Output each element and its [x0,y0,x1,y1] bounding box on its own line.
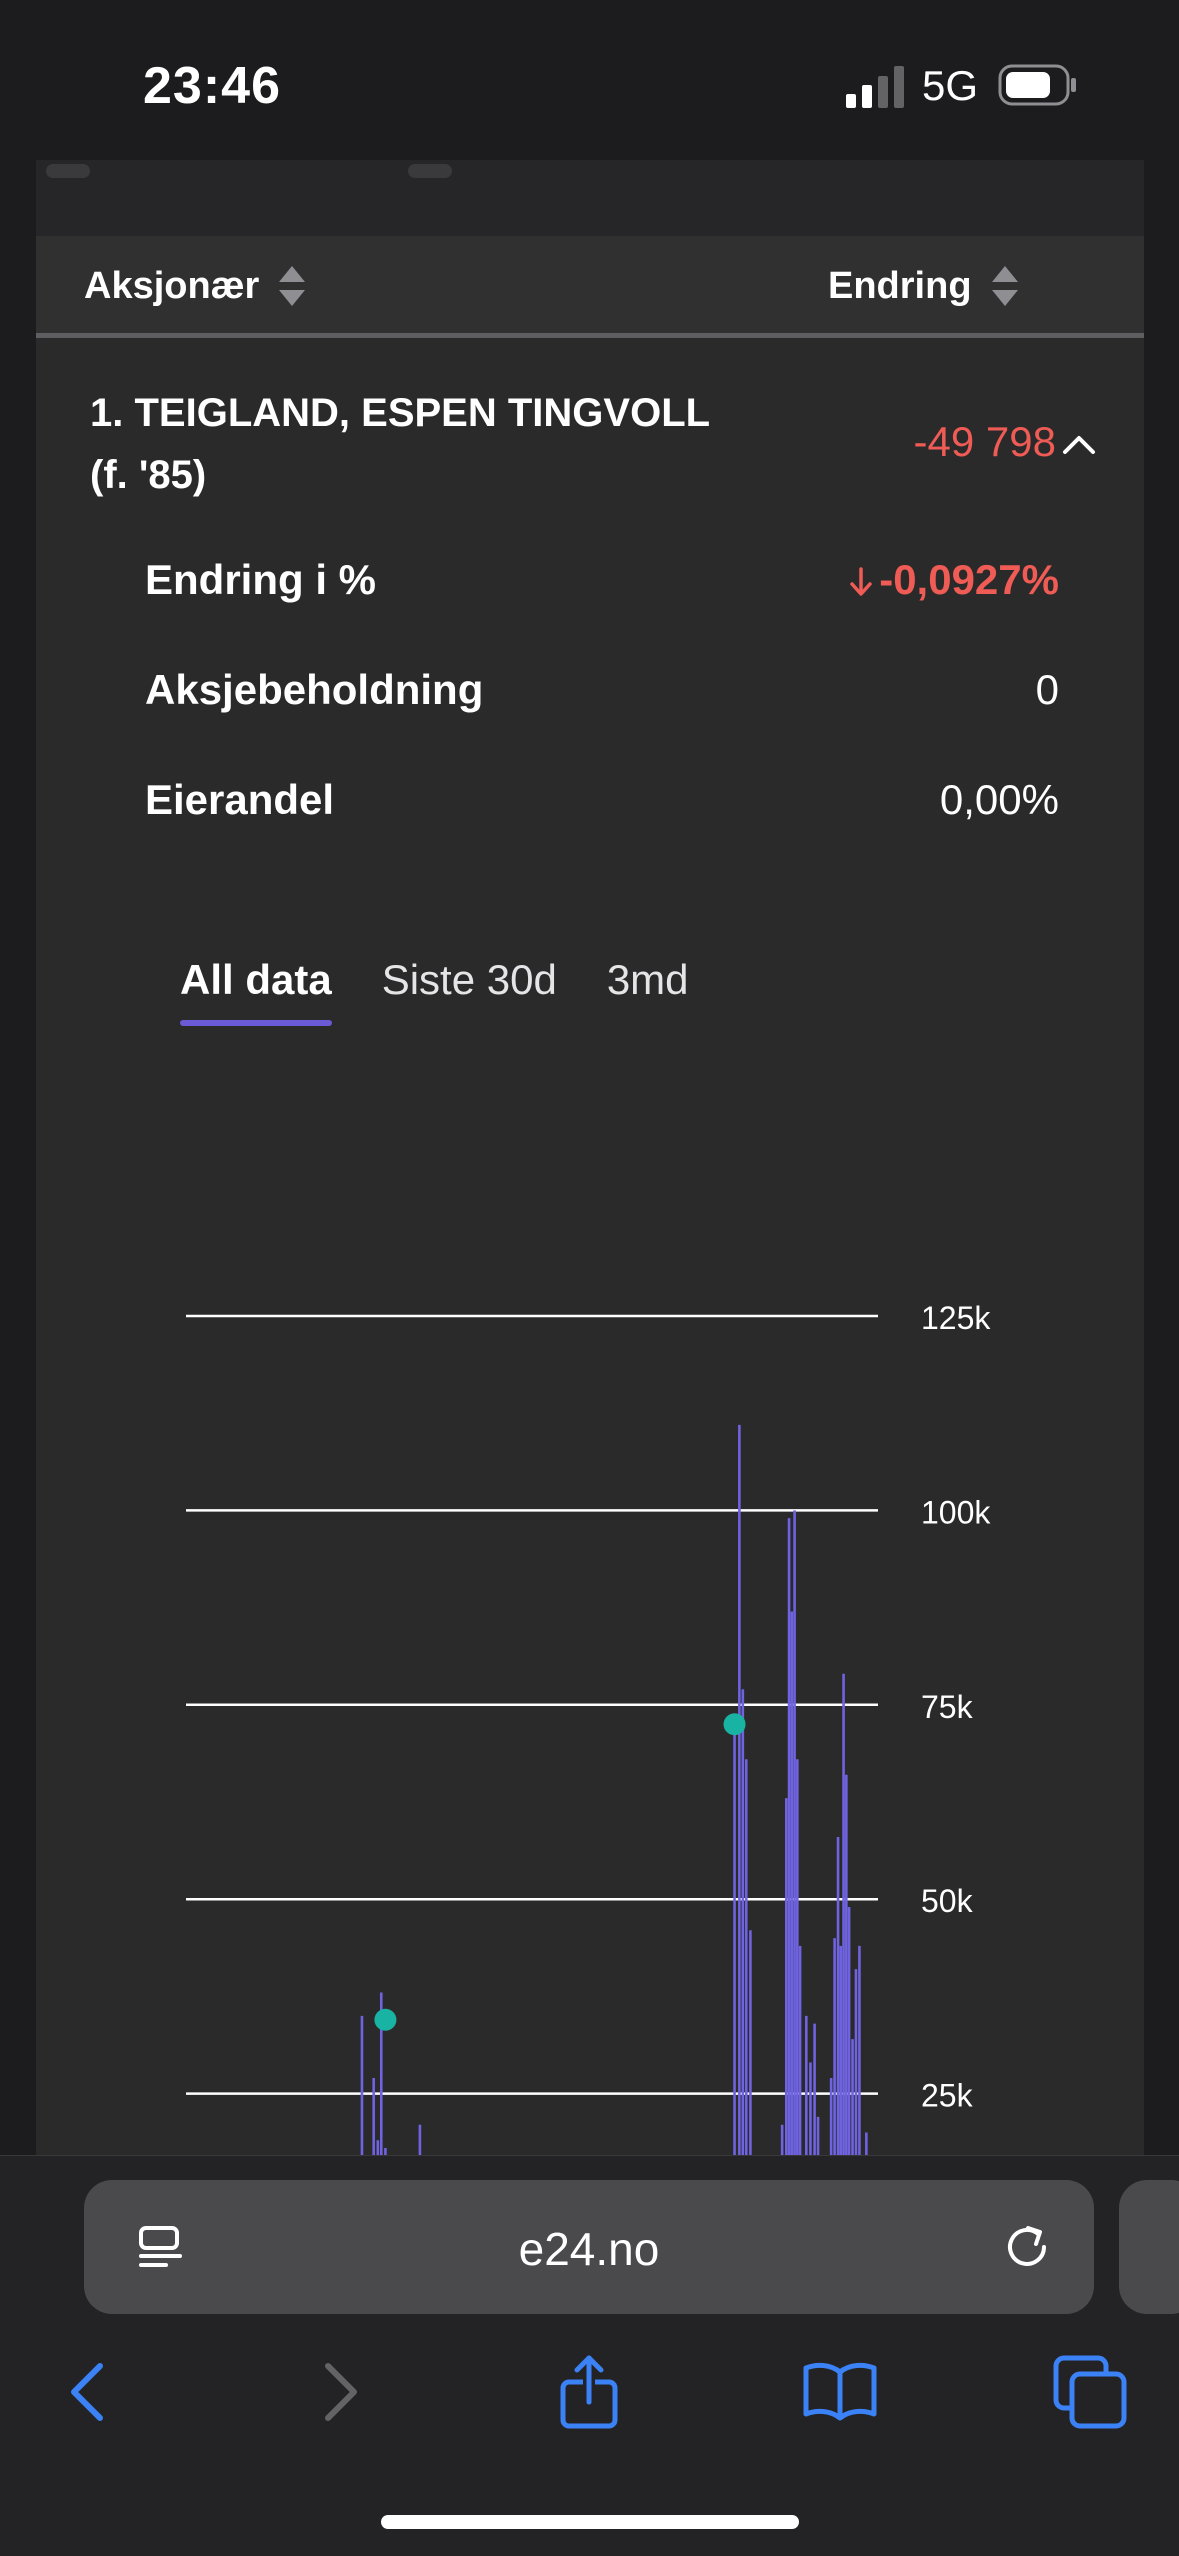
detail-label: Endring i % [145,556,376,603]
shareholder-table: Aksjonær Endring 1. TEIGLAND, ESPEN TING… [36,236,1144,2156]
url-text: e24.no [518,2223,660,2275]
detail-value: 0 [1035,666,1059,713]
y-tick-label: 25k [921,2078,974,2114]
tabs-icon[interactable] [1050,2352,1130,2432]
bookmarks-icon[interactable] [800,2352,880,2432]
detail-label: Aksjebeholdning [145,666,484,713]
buy-point [374,2008,397,2031]
y-tick-label: 125k [921,1300,991,1336]
tab-last-30d[interactable]: Siste 30d [381,956,557,1003]
shareholder-name[interactable]: 1. TEIGLAND, ESPEN TINGVOLL (f. '85) [90,382,790,506]
network-type: 5G [922,62,979,109]
column-label-change: Endring [828,264,972,307]
column-label-shareholder: Aksjonær [84,264,260,307]
shareholder-name-line1: 1. TEIGLAND, ESPEN TINGVOLL [90,391,711,435]
tab-all-data[interactable]: All data [180,956,332,1026]
tab-3md[interactable]: 3md [606,956,689,1003]
y-tick-label: 100k [921,1494,991,1530]
reload-icon[interactable] [1000,2220,1054,2274]
y-tick-label: 50k [921,1883,974,1919]
page-menu-icon[interactable] [136,2222,186,2272]
column-header-shareholder[interactable]: Aksjonær [84,264,306,308]
shareholder-name-line2: (f. '85) [90,453,207,497]
column-header-change[interactable]: Endring [828,264,1018,308]
sort-icon[interactable] [991,264,1018,308]
holdings-chart: 125k100k75k50k25k014.M...Jun.23Aug.23Nov… [186,1300,991,2156]
scrolled-content-remnant [36,160,1144,236]
detail-value: -0,0927% [879,556,1059,603]
chevron-up-icon[interactable] [1059,428,1099,458]
detail-value-change-percent: -0,0927% [849,556,1059,604]
sort-icon[interactable] [279,264,306,308]
detail-label: Eierandel [145,776,335,823]
share-icon[interactable] [549,2352,629,2432]
forward-icon[interactable] [300,2352,380,2432]
detail-row-holdings: Aksjebeholdning 0 [145,666,1059,714]
address-bar[interactable]: e24.no [84,2180,1094,2314]
chart-range-tabs: All data Siste 30d 3md [180,956,689,1026]
home-indicator [381,2515,799,2529]
battery-icon [998,64,1076,106]
arrow-down-icon [850,567,872,596]
detail-row-ownership: Eierandel 0,00% [145,776,1059,824]
buy-point [723,1713,746,1736]
browser-toolbar: e24.no [0,2155,1179,2556]
y-tick-label: 75k [921,1689,974,1725]
cellular-signal-icon [846,66,904,108]
status-bar: 23:46 5G [0,0,1179,160]
table-header: Aksjonær Endring [36,236,1144,338]
next-tab-address-bar[interactable] [1119,2180,1179,2314]
detail-row-change-percent: Endring i % -0,0927% [145,556,1059,604]
shareholder-change: -49 798 [913,418,1056,465]
back-icon[interactable] [48,2352,128,2432]
status-time: 23:46 [143,57,281,115]
detail-value: 0,00% [939,776,1059,823]
